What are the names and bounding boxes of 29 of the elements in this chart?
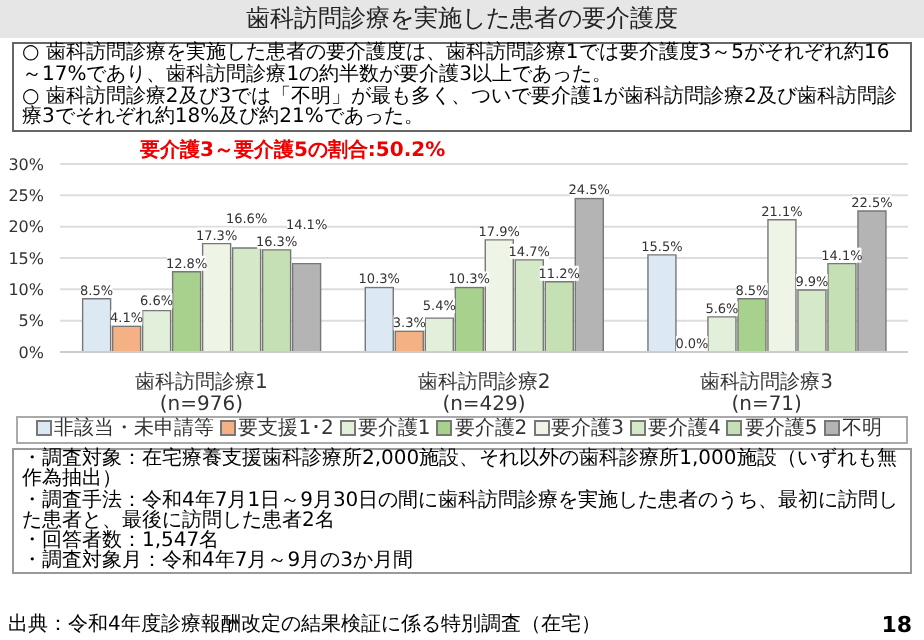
text: ○ 歯科訪問診療を実施した患者の要介護度は、歯科訪問診療1では要介護度3～5がそれぞれ約16～17%であり、歯科訪問診療1の約半数が要介護3以上であった。	[22, 42, 890, 86]
chart-title: 歯科訪問診療を実施した患者の要介護度	[0, 0, 924, 38]
text: ・回答者数：1,547名	[22, 529, 220, 552]
legend-label: 非該当・未申請等	[52, 418, 215, 443]
y-tick-label: 20%	[8, 218, 45, 237]
y-tick-label: 0%	[18, 344, 45, 363]
text: ・調査対象：在宅療養支援歯科診療所2,000施設、それ以外の歯科診療所1,000施設（いずれも無作為抽出）	[22, 448, 899, 491]
y-tick-label: 15%	[8, 250, 45, 269]
x-tick-label: 歯科訪問診療3 (n=71)	[700, 370, 834, 417]
source-note: 出典：令和4年度診療報酬改定の結果検証に係る特別調査（在宅）	[8, 611, 601, 638]
text: ・調査対象月：令和4年7月～9月の3か月間	[22, 550, 415, 573]
legend-label: 不明	[839, 418, 882, 443]
text: ○ 歯科訪問診療2及び3では「不明」が最も多く、ついで要介護1が歯科訪問診療2及び歯科訪問診療3でそれぞれ約18%及び約21%であった。	[22, 85, 899, 131]
x-tick-label: 歯科訪問診療2 (n=429)	[417, 370, 551, 417]
x-tick-label: 歯科訪問診療1 (n=976)	[134, 370, 268, 417]
legend-label: 要介護1	[355, 418, 431, 443]
legend-label: 要介護4	[646, 418, 721, 443]
y-tick-label: 30%	[8, 156, 45, 175]
y-tick-label: 5%	[18, 312, 45, 331]
text: 要介護3～要介護5の割合:50.2%	[140, 137, 446, 165]
legend-label: 要支援1･2	[236, 418, 334, 443]
text: ・調査手法：令和4年7月1日～9月30日の間に歯科訪問診療を実施した患者のうち、最初に訪問した患者と、最後に訪問した患者2名	[22, 489, 901, 532]
legend-label: 要介護5	[742, 418, 818, 443]
y-tick-label: 10%	[8, 281, 45, 300]
text: 18	[881, 612, 912, 638]
legend-label: 要介護2	[452, 418, 528, 443]
legend-label: 要介護3	[549, 418, 625, 443]
y-tick-label: 25%	[8, 187, 45, 206]
bar	[647, 254, 677, 353]
